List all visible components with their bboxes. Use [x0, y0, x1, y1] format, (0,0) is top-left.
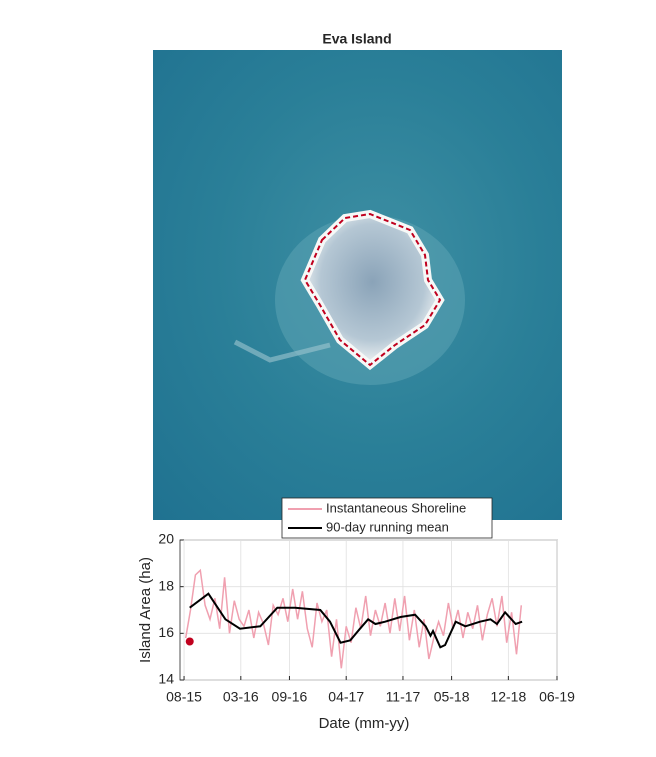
x-tick-label: 08-15 — [166, 689, 202, 705]
title: Eva Island — [322, 31, 391, 47]
shoreline — [303, 212, 442, 367]
x-tick-label: 03-16 — [223, 689, 259, 705]
x-tick-label: 06-19 — [539, 689, 575, 705]
x-tick-label: 11-17 — [386, 689, 421, 705]
legend-box — [281, 497, 493, 539]
y-tick-label: 16 — [158, 624, 174, 640]
x-tick-label: 09-16 — [272, 689, 308, 705]
series-line — [189, 592, 523, 649]
current-point — [185, 637, 194, 646]
sandbar — [233, 339, 331, 363]
y-tick-label: 18 — [158, 577, 174, 593]
x-tick-label: 04-17 — [328, 689, 364, 705]
x-tick-label: 05-18 — [434, 689, 470, 705]
x-tick-label: 12-18 — [490, 689, 526, 705]
legend-label: 90-day running mean — [326, 519, 449, 534]
legend: Instantaneous Shoreline 90-day running me… — [281, 497, 493, 539]
y-axis-label: Island Area (ha) — [137, 557, 154, 663]
y-tick-label: 14 — [158, 671, 174, 687]
y-tick-label: 20 — [158, 531, 174, 547]
x-axis-label: Date (mm-yy) — [319, 715, 410, 732]
series-line — [184, 568, 523, 669]
legend-label: Instantaneous Shoreline — [326, 500, 466, 515]
